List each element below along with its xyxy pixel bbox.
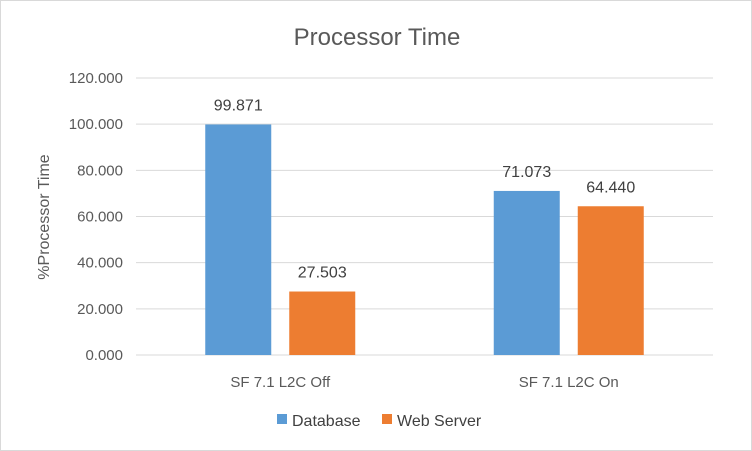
legend-label: Web Server	[397, 413, 482, 430]
y-tick-label: 60.000	[77, 209, 123, 226]
data-label: 71.073	[502, 164, 551, 181]
y-axis-title: %Processor Time	[36, 154, 53, 279]
y-axis-ticks: 0.000 20.000 40.000 60.000 80.000 100.000 120.…	[69, 70, 123, 364]
data-label: 99.871	[214, 97, 263, 114]
legend-swatch	[382, 414, 392, 424]
bar	[205, 124, 272, 355]
data-labels: 99.871 27.503 71.073 64.440	[214, 97, 636, 281]
y-tick-label: 0.000	[85, 347, 123, 364]
y-tick-label: 40.000	[77, 255, 123, 272]
legend-label: Database	[292, 413, 361, 430]
x-category-label: SF 7.1 L2C Off	[230, 374, 331, 391]
legend: Database Web Server	[277, 413, 482, 430]
bar	[577, 206, 644, 355]
data-label: 64.440	[586, 179, 635, 196]
bars	[205, 124, 644, 355]
bar	[493, 190, 560, 355]
bar	[289, 291, 356, 355]
y-tick-label: 120.000	[69, 70, 123, 87]
y-tick-label: 80.000	[77, 162, 123, 179]
data-label: 27.503	[298, 265, 347, 282]
x-category-label: SF 7.1 L2C On	[519, 374, 619, 391]
x-axis-categories: SF 7.1 L2C Off SF 7.1 L2C On	[230, 374, 618, 391]
y-tick-label: 100.000	[69, 116, 123, 133]
chart-title: Processor Time	[294, 24, 461, 51]
y-tick-label: 20.000	[77, 301, 123, 318]
legend-swatch	[277, 414, 287, 424]
